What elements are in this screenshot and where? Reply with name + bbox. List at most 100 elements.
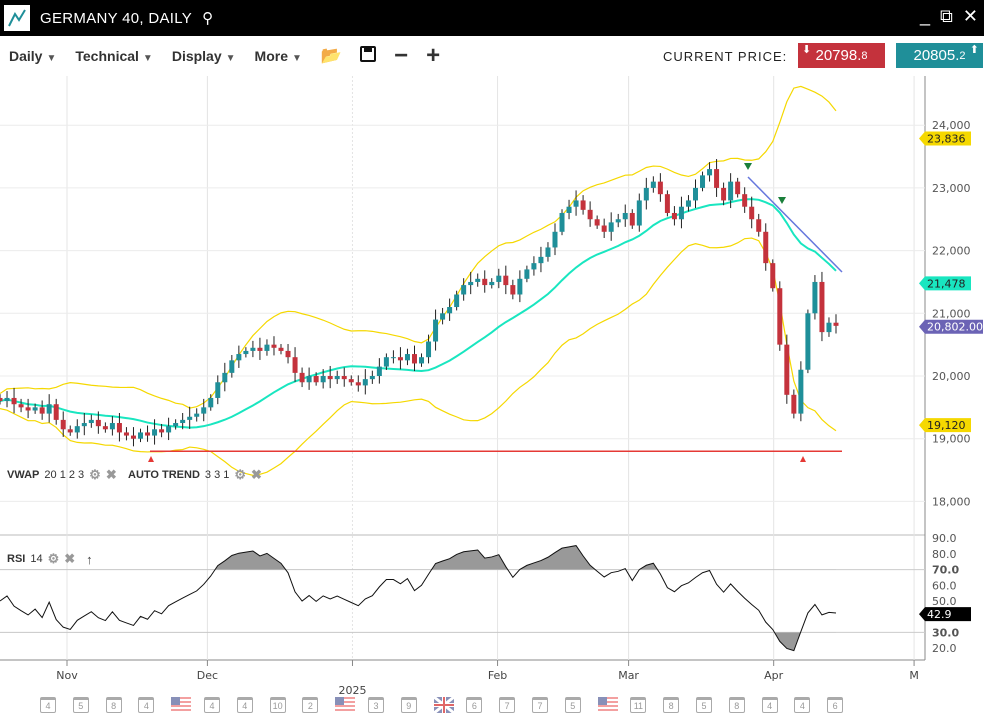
- price-chart[interactable]: Nov Dec 2025 Feb Mar Apr M 18,000 19,000 20,000 21…: [0, 76, 984, 696]
- calendar-event-icon[interactable]: 8: [728, 697, 745, 713]
- candle-body: [671, 212, 677, 220]
- us-flag-icon[interactable]: [597, 697, 618, 713]
- us-flag-icon[interactable]: [171, 697, 192, 713]
- candle-body: [25, 407, 31, 411]
- save-icon[interactable]: [360, 45, 377, 67]
- minimize-icon[interactable]: _: [920, 6, 931, 26]
- candle-body: [0, 397, 3, 402]
- calendar-event-icon[interactable]: 10: [269, 697, 286, 713]
- detach-icon[interactable]: ⧉: [940, 6, 953, 26]
- candle-body: [805, 313, 811, 370]
- candle-body: [777, 288, 783, 345]
- vwap-name: VWAP: [7, 469, 40, 481]
- close-icon[interactable]: ✖: [105, 467, 117, 482]
- search-icon[interactable]: ⚲: [202, 10, 214, 27]
- x-tick-label: Dec: [197, 669, 218, 682]
- candle-body: [524, 269, 530, 279]
- menu-display[interactable]: Display ▼: [172, 48, 236, 64]
- calendar-event-icon[interactable]: 4: [794, 697, 811, 713]
- calendar-event-icon[interactable]: 5: [72, 697, 89, 713]
- rsi-tick-label: 50.0: [932, 595, 957, 608]
- open-folder-icon[interactable]: 📂: [320, 46, 343, 65]
- menu-daily[interactable]: Daily ▼: [9, 48, 56, 64]
- calendar-event-icon[interactable]: 7: [499, 697, 516, 713]
- rsi-name: RSI: [7, 553, 26, 565]
- auto-trend-legend: AUTO TREND 3 3 1 ⚙ ✖: [128, 467, 262, 483]
- close-icon[interactable]: ✕: [962, 6, 978, 26]
- candle-body: [278, 347, 284, 351]
- auto-trend-name: AUTO TREND: [128, 469, 200, 481]
- candle-body: [538, 256, 544, 264]
- calendar-event-icon[interactable]: 4: [138, 697, 155, 713]
- support-marker-icon: [148, 456, 154, 462]
- calendar-event-icon[interactable]: 9: [400, 697, 417, 713]
- title-bar: GERMANY 40, DAILY ⚲ _ ⧉ ✕: [0, 0, 984, 36]
- candle-body: [348, 379, 354, 383]
- price-tag: 19,120: [927, 419, 966, 432]
- candle-body: [784, 344, 790, 395]
- caret-down-icon: ▼: [292, 53, 302, 64]
- calendar-event-icon[interactable]: 8: [663, 697, 680, 713]
- calendar-event-icon[interactable]: 5: [564, 697, 581, 713]
- candle-body: [159, 429, 165, 433]
- rsi-tick-label: 70.0: [932, 564, 959, 577]
- calendar-event-icon[interactable]: 4: [236, 697, 253, 713]
- calendar-event-icon[interactable]: 3: [368, 697, 384, 713]
- close-icon[interactable]: ✖: [251, 467, 262, 482]
- candle-body: [404, 354, 410, 361]
- candle-body: [426, 341, 432, 358]
- calendar-event-icon[interactable]: 5: [696, 697, 712, 713]
- x-tick-label: Feb: [488, 669, 507, 682]
- calendar-event-icon[interactable]: 6: [827, 697, 844, 713]
- candle-body: [419, 357, 425, 364]
- candle-body: [341, 376, 347, 380]
- candle-body: [643, 187, 649, 201]
- calendar-event-icon[interactable]: 11: [630, 697, 647, 713]
- candle-body: [390, 357, 396, 359]
- zoom-in-icon[interactable]: +: [426, 42, 441, 69]
- menu-technical[interactable]: Technical ▼: [75, 48, 152, 64]
- buy-price-button[interactable]: 20805. 2 ⬆: [896, 43, 983, 68]
- menu-more[interactable]: More ▼: [255, 48, 302, 64]
- x-tick-label: Apr: [764, 669, 784, 682]
- candle-body: [798, 369, 804, 414]
- calendar-event-icon[interactable]: 8: [105, 697, 122, 713]
- candle-body: [678, 206, 684, 220]
- candle-body: [763, 231, 769, 264]
- calendar-event-icon[interactable]: 4: [40, 697, 56, 713]
- candle-body: [369, 376, 375, 380]
- gear-icon[interactable]: ⚙: [47, 551, 60, 566]
- close-icon[interactable]: ✖: [64, 551, 76, 566]
- candle-body: [826, 322, 832, 333]
- candle-body: [608, 222, 614, 232]
- gear-icon[interactable]: ⚙: [234, 467, 247, 482]
- y-tick-label: 22,000: [932, 245, 971, 258]
- candle-body: [236, 354, 242, 361]
- sell-price-button[interactable]: ⬇ 20798. 8: [798, 43, 885, 68]
- candle-body: [306, 376, 312, 383]
- gear-icon[interactable]: ⚙: [89, 467, 101, 482]
- candle-body: [215, 382, 221, 398]
- uk-flag-icon[interactable]: [432, 695, 455, 715]
- calendar-event-icon[interactable]: 2: [302, 697, 319, 713]
- rsi-tag: 42.9: [927, 608, 952, 621]
- arrow-up-icon[interactable]: ↑: [86, 551, 93, 567]
- candle-body: [468, 281, 474, 286]
- candle-body: [707, 169, 713, 176]
- calendar-event-icon[interactable]: 4: [761, 697, 778, 713]
- candle-body: [130, 435, 136, 439]
- candle-body: [53, 404, 59, 420]
- us-flag-icon[interactable]: [335, 697, 356, 713]
- rsi-tick-label: 30.0: [932, 626, 959, 639]
- candle-body: [629, 212, 635, 226]
- zoom-out-icon[interactable]: −: [394, 42, 409, 69]
- economic-calendar-row: 4 5 8 4 4 4 10 2 3 9 6 7 7 5 11 8 5 8 4 4 6: [0, 695, 984, 717]
- candle-body: [685, 200, 691, 207]
- candle-body: [433, 319, 439, 342]
- calendar-event-icon[interactable]: 4: [204, 697, 220, 713]
- candle-body: [461, 285, 467, 295]
- calendar-event-icon[interactable]: 7: [532, 697, 548, 713]
- candle-body: [46, 404, 52, 414]
- calendar-event-icon[interactable]: 6: [466, 697, 483, 713]
- candle-body: [510, 285, 516, 295]
